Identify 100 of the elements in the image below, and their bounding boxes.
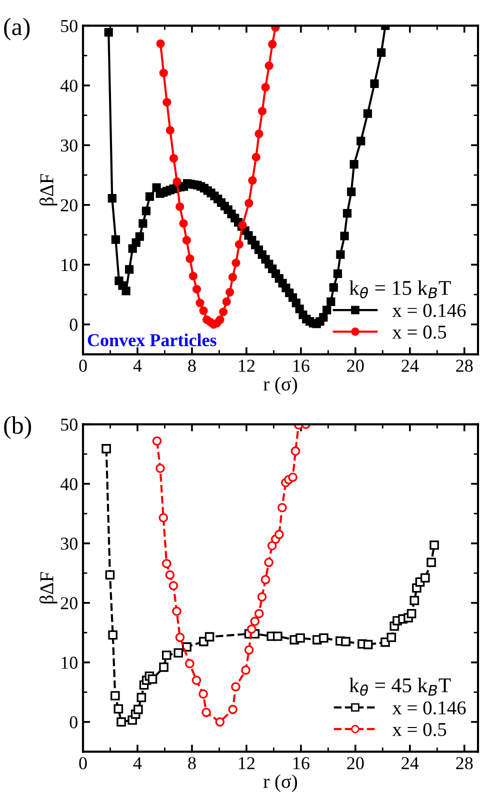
point	[264, 558, 274, 568]
point	[268, 40, 277, 49]
point	[166, 126, 174, 135]
point	[158, 513, 168, 522]
y-tick-label: 50	[61, 20, 78, 32]
point	[226, 288, 234, 296]
point	[110, 691, 120, 700]
point	[215, 717, 225, 727]
point	[202, 708, 211, 718]
x-tick-label: 20	[347, 360, 364, 372]
legend-label: x = 0.5	[392, 326, 446, 339]
x-tick-label: 28	[456, 360, 473, 372]
point	[430, 540, 439, 550]
annotation: Convex Particles	[88, 334, 216, 346]
point	[159, 68, 168, 78]
point	[222, 297, 231, 306]
x-tick-label: 16	[293, 757, 310, 770]
point	[257, 592, 267, 602]
x-tick-label: 4	[133, 360, 142, 372]
x-tick-label: 8	[188, 757, 196, 770]
point	[172, 177, 182, 186]
x-axis-title: r (σ)	[264, 774, 298, 792]
x-tick-label: 28	[456, 757, 473, 770]
x-tick-label: 16	[293, 360, 310, 372]
point	[244, 645, 254, 655]
point	[254, 608, 264, 618]
point	[174, 648, 183, 658]
point	[165, 570, 175, 580]
point	[152, 436, 162, 446]
chart-title: (b)	[4, 416, 32, 439]
point	[250, 616, 260, 626]
point	[244, 198, 254, 208]
x-tick-label: 0	[79, 360, 87, 372]
point	[188, 272, 198, 280]
y-tick-label: 30	[60, 538, 78, 550]
point	[162, 98, 172, 106]
x-tick-label: 4	[133, 757, 142, 770]
point	[290, 446, 300, 456]
point	[341, 636, 350, 646]
point	[184, 658, 194, 668]
point	[148, 674, 158, 684]
chart-title: (a)	[4, 18, 30, 40]
y-axis-title: βΔF	[39, 174, 58, 206]
point	[179, 219, 188, 228]
point	[102, 444, 111, 454]
y-tick-label: 40	[60, 80, 78, 92]
point	[192, 676, 202, 685]
point	[228, 272, 237, 282]
legend-title: k$_{θ}$ = 45 k$_{B}$T	[349, 678, 451, 696]
point	[406, 608, 416, 618]
point	[186, 254, 194, 264]
point	[134, 704, 143, 714]
point	[274, 530, 284, 540]
point	[156, 39, 165, 48]
point	[204, 632, 214, 642]
point	[254, 130, 264, 138]
point	[156, 464, 165, 474]
point	[199, 306, 208, 315]
x-tick-label: 12	[239, 757, 254, 770]
point	[271, 26, 280, 32]
point	[159, 662, 168, 672]
point	[162, 558, 172, 568]
point	[246, 624, 256, 634]
y-tick-label: 20	[60, 597, 78, 610]
point	[296, 633, 305, 643]
point	[264, 61, 274, 70]
point	[260, 575, 270, 584]
point	[252, 152, 260, 162]
point	[182, 236, 191, 244]
y-tick-label: 10	[62, 656, 78, 669]
point	[169, 154, 178, 163]
point	[114, 704, 124, 714]
y-tick-label: 20	[60, 199, 78, 212]
x-tick-label: 12	[239, 360, 254, 372]
legend-label: x = 0.146	[392, 304, 466, 318]
point	[386, 632, 396, 642]
point	[248, 176, 257, 185]
point	[176, 202, 184, 212]
point	[162, 650, 172, 660]
y-tick-label: 50	[61, 418, 78, 431]
point	[172, 606, 182, 616]
point	[196, 298, 204, 308]
point	[420, 573, 430, 583]
y-tick-label: 40	[60, 478, 78, 490]
point	[175, 632, 185, 642]
point	[228, 704, 238, 714]
x-axis-title: r (σ)	[264, 376, 298, 395]
point	[232, 258, 240, 268]
y-tick-label: 0	[70, 716, 78, 728]
point	[410, 596, 420, 606]
x-tick-label: 0	[79, 757, 87, 770]
y-tick-label: 0	[70, 318, 78, 331]
point	[116, 717, 126, 727]
point	[319, 633, 328, 643]
point	[267, 541, 277, 550]
y-axis-title: βΔF	[39, 572, 58, 604]
point	[426, 558, 436, 568]
point	[277, 502, 287, 512]
legend-label: x = 0.5	[392, 722, 446, 736]
point	[136, 692, 146, 702]
